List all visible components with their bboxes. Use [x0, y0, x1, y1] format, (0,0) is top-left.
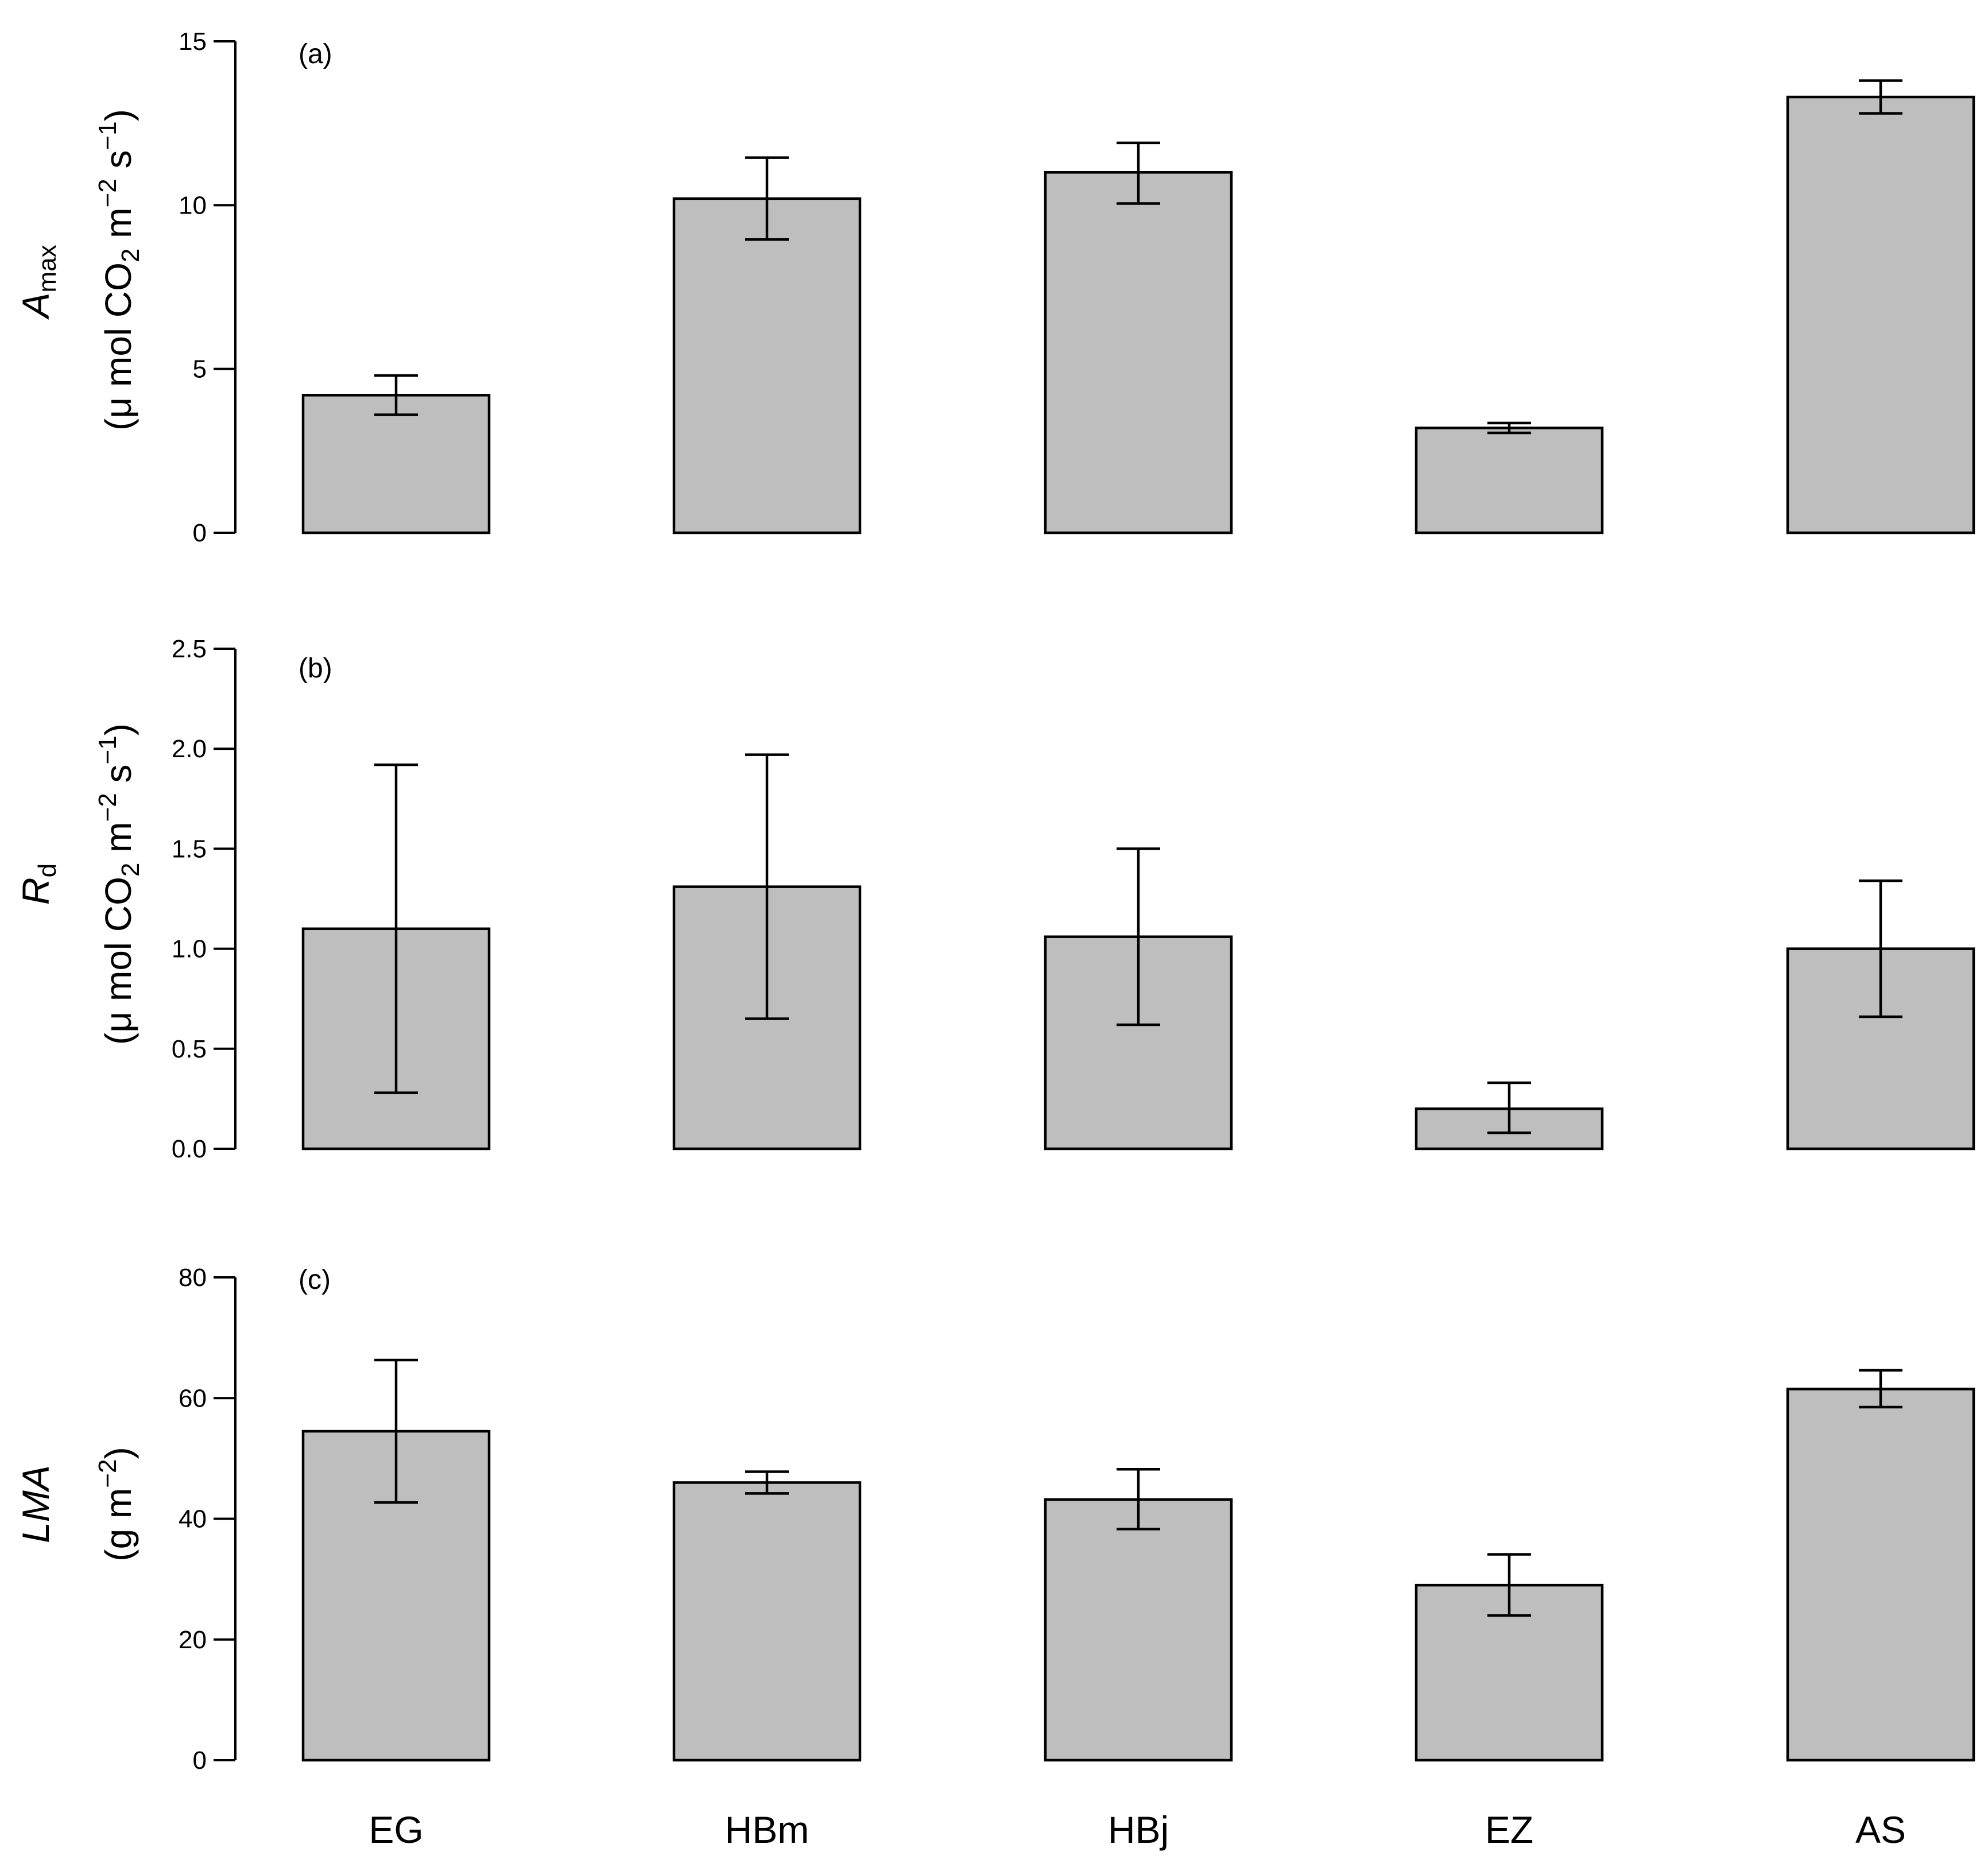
panel-c-unit-sup1: −2	[94, 1459, 122, 1488]
panel-a-ytick-label-2: 10	[179, 191, 207, 219]
panel-a-unit-close: )	[98, 109, 139, 121]
panel-c-unit-open: (g m	[98, 1488, 139, 1562]
panel-a-bar-EG	[301, 394, 491, 534]
panel-c-ytick-label-4: 80	[179, 1264, 207, 1292]
panel-c-ylabel-symbol-main: LMA	[14, 1465, 57, 1543]
panel-b-unit-sub: 2	[117, 863, 145, 877]
panel-b-label: (b)	[299, 653, 332, 684]
panel-a-ytick-label-3: 15	[179, 28, 207, 56]
x-category-label-AS: AS	[1855, 1808, 1906, 1851]
panel-b-ytick-label-1: 0.5	[172, 1035, 207, 1063]
panel-c-ytick-label-2: 40	[179, 1505, 207, 1533]
panel-c: 0 20 40 60 80 (c) LMA (g m−2)	[14, 1264, 1975, 1775]
x-category-label-HBm: HBm	[725, 1808, 809, 1851]
panel-c-ylabel-unit: (g m−2)	[94, 1447, 139, 1561]
panel-a-bar-HBm	[672, 197, 862, 534]
panel-b-ytick-label-5: 2.5	[172, 635, 207, 663]
panel-a-ylabel-symbol: Amax	[14, 245, 61, 320]
panel-b: 0.0 0.5 1.0 1.5 2.0 2.5 (b) Rd (μ mol CO2 m−2…	[14, 635, 1975, 1163]
x-category-label-EG: EG	[369, 1808, 423, 1851]
panel-c-ylabel-symbol: LMA	[14, 1465, 57, 1543]
panel-c-bar-AS	[1786, 1388, 1975, 1762]
panel-b-yticks: 0.0 0.5 1.0 1.5 2.0 2.5	[172, 635, 235, 1163]
panel-a-unit-sup1: −2	[94, 179, 122, 207]
panel-b-unit-sup1: −2	[94, 793, 122, 822]
panel-b-errorbars	[374, 753, 1902, 1134]
panel-b-unit-mid: m	[98, 822, 139, 862]
panel-a-errorbars	[374, 79, 1902, 435]
panel-c-ytick-label-3: 60	[179, 1384, 207, 1412]
x-category-label-HBj: HBj	[1108, 1808, 1169, 1851]
panel-b-unit-s: s	[98, 765, 139, 793]
panel-a-bar-HBj	[1044, 171, 1233, 534]
panel-c-ytick-label-1: 20	[179, 1626, 207, 1654]
panel-c-yticks: 0 20 40 60 80	[179, 1264, 235, 1775]
panel-a-unit-mid: m	[98, 207, 139, 248]
panel-b-ytick-label-2: 1.0	[172, 935, 207, 963]
panel-a-ytick-label-0: 0	[193, 519, 207, 547]
x-category-label-EZ: EZ	[1485, 1808, 1533, 1851]
panel-a-unit-sub: 2	[117, 249, 145, 262]
panel-a-unit-open: (μ mol CO	[98, 262, 139, 431]
panel-a-ylabel-symbol-main: A	[14, 293, 57, 320]
panel-b-ytick-label-3: 1.5	[172, 835, 207, 863]
panel-b-unit-open: (μ mol CO	[98, 877, 139, 1045]
panel-a-label: (a)	[299, 39, 332, 69]
panel-a: 0 5 10 15 (a) Amax (μ mol CO2 m−2 s−1)	[14, 28, 1975, 547]
panel-a-unit-s: s	[98, 150, 139, 179]
panel-c-bar-HBm	[672, 1481, 862, 1762]
panel-a-bar-EZ	[1415, 427, 1604, 534]
panel-c-bars	[301, 1388, 1975, 1762]
panel-c-label: (c)	[299, 1265, 331, 1295]
panel-c-unit-close: )	[98, 1447, 139, 1459]
panel-a-ytick-label-1: 5	[193, 355, 207, 384]
panel-b-ylabel-symbol-main: R	[14, 877, 57, 905]
panel-b-unit-close: )	[98, 723, 139, 735]
panel-a-unit-sup2: −1	[94, 121, 122, 150]
panel-b-ylabel-unit: (μ mol CO2 m−2 s−1)	[94, 723, 145, 1045]
panel-a-yticks: 0 5 10 15	[179, 28, 235, 547]
panel-c-errorbars	[374, 1358, 1902, 1617]
panel-b-unit-sup2: −1	[94, 735, 122, 764]
panel-c-bar-HBj	[1044, 1498, 1233, 1762]
panel-b-ylabel-subscript: d	[33, 863, 61, 877]
panel-b-ytick-label-0: 0.0	[172, 1135, 207, 1163]
panel-a-ylabel-subscript: max	[33, 245, 61, 292]
panel-b-ylabel-symbol: Rd	[14, 863, 61, 905]
x-category-labels: EG HBm HBj EZ AS	[369, 1808, 1906, 1851]
panel-b-ytick-label-4: 2.0	[172, 735, 207, 763]
panel-a-ylabel-unit: (μ mol CO2 m−2 s−1)	[94, 109, 145, 431]
panel-c-ytick-label-0: 0	[193, 1746, 207, 1775]
panel-a-bar-AS	[1786, 95, 1975, 534]
